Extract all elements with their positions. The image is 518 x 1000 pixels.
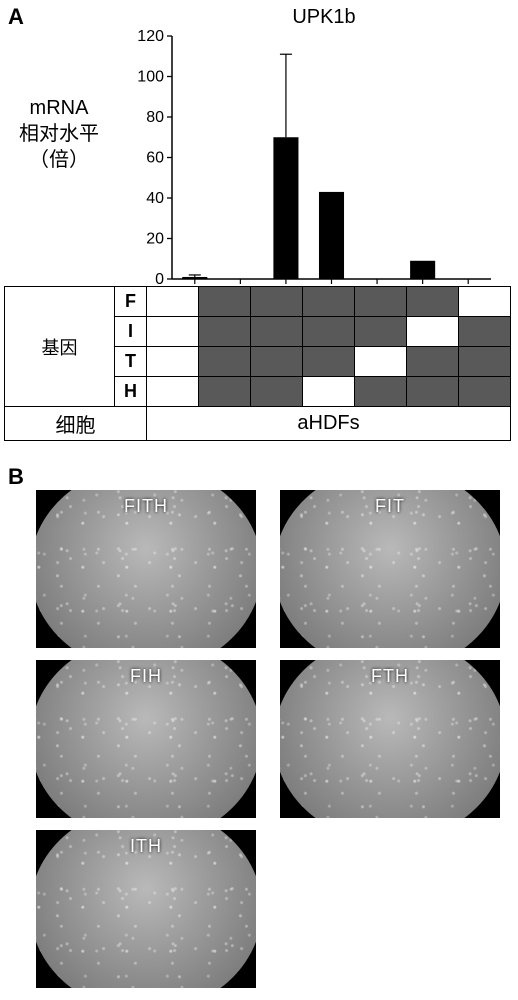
gene-cell bbox=[199, 377, 251, 407]
gene-cell bbox=[147, 377, 199, 407]
gene-cell bbox=[199, 347, 251, 377]
micrograph-label: ITH bbox=[36, 836, 256, 857]
micrograph: FIH bbox=[36, 660, 256, 818]
gene-cell bbox=[355, 347, 407, 377]
gene-cell bbox=[407, 347, 459, 377]
bar-chart-svg: 0 20 40 60 80 100 120 bbox=[130, 30, 495, 285]
cell-row-label: 细胞 bbox=[5, 407, 147, 441]
gene-cell bbox=[199, 287, 251, 317]
gene-cell bbox=[303, 347, 355, 377]
gene-cell bbox=[459, 317, 511, 347]
gene-cell bbox=[459, 287, 511, 317]
yaxis-label-line: （倍） bbox=[4, 147, 114, 173]
gene-cell bbox=[147, 317, 199, 347]
gene-cell bbox=[407, 377, 459, 407]
panel-b-label: B bbox=[8, 464, 24, 490]
svg-text:40: 40 bbox=[146, 190, 164, 207]
gene-label: T bbox=[115, 347, 147, 377]
yaxis-label-line: mRNA bbox=[4, 95, 114, 121]
panel-a: A UPK1b mRNA 相对水平 （倍） 020406080100120 基因… bbox=[0, 0, 518, 29]
gene-label: F bbox=[115, 287, 147, 317]
gene-cell bbox=[355, 377, 407, 407]
micrograph-label: FIT bbox=[280, 496, 500, 517]
micrograph: FIT bbox=[280, 490, 500, 648]
gene-cell bbox=[147, 287, 199, 317]
micrograph: ITH bbox=[36, 830, 256, 988]
micrograph-label: FITH bbox=[36, 496, 256, 517]
svg-text:80: 80 bbox=[146, 109, 164, 126]
micrograph: FITH bbox=[36, 490, 256, 648]
bar-chart: 0 20 40 60 80 100 120 bbox=[130, 30, 495, 285]
gene-cell bbox=[199, 317, 251, 347]
svg-text:100: 100 bbox=[137, 69, 164, 86]
yaxis-label-line: 相对水平 bbox=[4, 121, 114, 147]
micrograph-label: FIH bbox=[36, 666, 256, 687]
gene-cell bbox=[251, 377, 303, 407]
gene-cell bbox=[459, 377, 511, 407]
gene-cell bbox=[251, 347, 303, 377]
chart-title: UPK1b bbox=[130, 6, 518, 29]
micrograph: FTH bbox=[280, 660, 500, 818]
gene-cell bbox=[147, 347, 199, 377]
micrograph-label: FTH bbox=[280, 666, 500, 687]
gene-cell bbox=[303, 287, 355, 317]
cell-row-value: aHDFs bbox=[147, 407, 511, 441]
svg-text:20: 20 bbox=[146, 231, 164, 248]
gene-cell bbox=[303, 317, 355, 347]
gene-cell bbox=[251, 317, 303, 347]
micrograph-grid: FITH FIT FIH FTH ITH bbox=[36, 490, 500, 990]
gene-cell bbox=[303, 377, 355, 407]
yaxis-label: mRNA 相对水平 （倍） bbox=[4, 95, 114, 173]
gene-cell bbox=[355, 317, 407, 347]
svg-text:0: 0 bbox=[155, 271, 164, 285]
gene-cell bbox=[407, 317, 459, 347]
gene-table: 基因FITH细胞aHDFs bbox=[4, 286, 511, 441]
gene-row-header: 基因 bbox=[5, 287, 115, 407]
svg-text:120: 120 bbox=[137, 30, 164, 45]
svg-text:60: 60 bbox=[146, 150, 164, 167]
gene-cell bbox=[355, 287, 407, 317]
gene-label: I bbox=[115, 317, 147, 347]
gene-cell bbox=[459, 347, 511, 377]
gene-label: H bbox=[115, 377, 147, 407]
panel-a-label: A bbox=[8, 4, 24, 30]
gene-cell bbox=[407, 287, 459, 317]
gene-cell bbox=[251, 287, 303, 317]
